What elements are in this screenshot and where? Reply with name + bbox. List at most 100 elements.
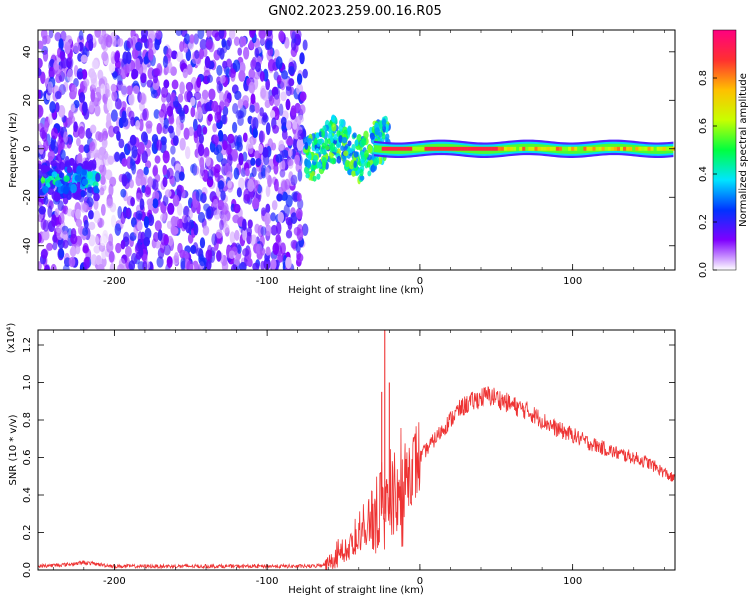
spectrogram-cell: [228, 250, 235, 260]
spectrogram-line-core: [543, 146, 547, 151]
spectrogram-cell: [276, 193, 283, 202]
spectrogram-cell: [81, 227, 89, 237]
spectrogram-cell: [53, 60, 60, 71]
spectrogram-cell: [176, 202, 183, 216]
spectrogram-cell: [170, 156, 176, 167]
spectrogram-cell: [213, 134, 220, 144]
spectrogram-cell: [280, 91, 287, 102]
spectrogram-line-core: [525, 146, 529, 151]
spectrogram-cell: [95, 172, 101, 182]
spectrogram-cell: [145, 184, 151, 196]
x-tick-label: 100: [563, 576, 582, 587]
spectrogram-cell: [82, 242, 89, 253]
spectrogram-cell: [203, 147, 210, 158]
spectrogram-cell: [90, 77, 98, 89]
spectrogram-cell: [132, 47, 139, 60]
spectrogram-line-core: [424, 146, 428, 151]
spectrogram-cell: [228, 30, 236, 40]
spectrogram-cell: [105, 34, 113, 48]
spectrogram-cell: [106, 240, 114, 253]
spectrogram-cell: [38, 105, 44, 118]
spectrogram-cell: [182, 205, 190, 218]
spectrogram-cell: [242, 95, 250, 105]
spectrogram-cell: [381, 132, 386, 140]
spectrogram-cell: [220, 190, 226, 201]
spectrogram-cell: [107, 155, 115, 165]
spectrogram-cell: [381, 118, 387, 127]
spectrogram-cell: [137, 231, 143, 244]
spectrogram-cell: [205, 156, 211, 167]
spectrogram-cell: [81, 169, 87, 176]
spectrogram-cell: [233, 203, 241, 214]
spectrogram-cell: [250, 93, 256, 105]
spectrogram-cell: [280, 78, 286, 91]
spectrogram-cell: [275, 153, 283, 163]
spectrogram-line-core: [403, 146, 407, 151]
spectrogram-cell: [54, 180, 62, 188]
spectrogram-cell: [238, 70, 246, 82]
spectrogram-cell: [378, 156, 383, 165]
spectrogram-line-core: [421, 146, 425, 151]
spectrogram-cell: [259, 70, 265, 82]
spectrogram-cell: [229, 231, 236, 244]
spectrogram-cell: [242, 132, 248, 143]
y-tick-label: 1.2: [22, 337, 33, 353]
spectrogram-cell: [171, 226, 179, 236]
spectrogram-cell: [208, 88, 216, 101]
spectrogram-line-core: [473, 146, 477, 151]
spectrogram-line-core: [537, 146, 541, 151]
spectrogram-cell: [227, 180, 232, 189]
y-tick-label: 0: [22, 146, 33, 152]
spectrogram-cell: [120, 188, 127, 198]
spectrogram-cell: [234, 229, 240, 241]
spectrogram-cell: [215, 229, 223, 239]
spectrogram-line-core: [571, 146, 575, 151]
spectrogram-cell: [110, 83, 117, 93]
spectrogram-cell: [162, 55, 169, 68]
spectrogram-cell: [233, 36, 240, 47]
spectrogram-cell: [66, 166, 73, 174]
spectrogram-cell: [367, 144, 373, 154]
spectrogram-line-core: [439, 146, 443, 151]
spectrogram-cell: [100, 83, 106, 96]
spectrogram-cell: [336, 130, 341, 138]
spectrogram-cell: [277, 211, 285, 223]
spectrogram-cell: [154, 220, 162, 232]
spectrogram-feature-broadband-noise: [38, 30, 309, 270]
spectrogram-cell: [50, 263, 57, 270]
spectrogram-line-core: [626, 146, 630, 151]
spectrogram-cell: [63, 175, 70, 183]
spectrogram-cell: [259, 235, 265, 248]
spectrogram-cell: [278, 103, 284, 116]
spectrogram-cell: [215, 144, 223, 153]
spectrogram-cell: [143, 236, 151, 247]
spectrogram-cell: [206, 30, 212, 39]
spectrogram-cell: [52, 234, 58, 243]
spectrogram-cell: [110, 214, 117, 228]
spectrogram-cell: [78, 30, 84, 41]
spectrogram-cell: [54, 32, 62, 42]
spectrogram-cell: [143, 166, 149, 176]
spectrogram-cell: [234, 141, 240, 151]
spectrogram-cell: [216, 80, 223, 94]
figure-title: GN02.2023.259.00.16.R05: [268, 4, 442, 19]
spectrogram-cell: [152, 198, 159, 209]
spectrogram-cell: [81, 202, 89, 212]
spectrogram-cell: [346, 126, 352, 136]
spectrogram-cell: [359, 169, 364, 177]
spectrogram-cell: [167, 116, 175, 125]
spectrogram-cell: [296, 250, 302, 260]
spectrogram-cell: [97, 151, 105, 160]
spectrogram-line-core: [635, 146, 639, 151]
spectrogram-cell: [265, 203, 271, 214]
spectrogram-cell: [322, 125, 327, 131]
spectrogram-cell: [101, 137, 108, 149]
spectrogram-cell: [62, 186, 69, 195]
colorbar-tick-label: 0.0: [698, 262, 709, 278]
spectrogram-cell: [140, 174, 148, 186]
spectrogram-cell: [286, 158, 294, 167]
spectrogram-cell: [324, 137, 329, 147]
spectrogram-cell: [83, 219, 89, 229]
colorbar-tick-label: 0.4: [698, 166, 709, 182]
